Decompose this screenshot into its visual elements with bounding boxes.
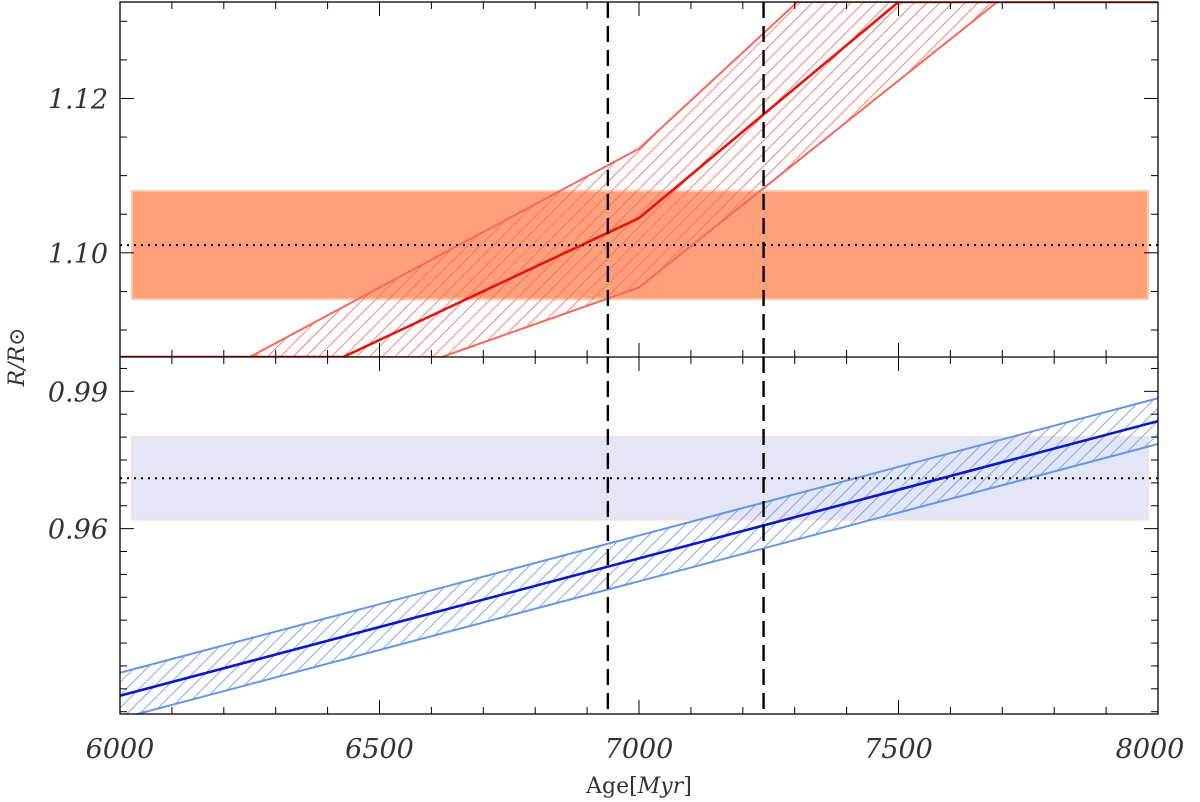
model-band-bottom-lower-edge	[133, 443, 1158, 714]
model-band-top	[120, 2, 1158, 357]
model-line-bottom	[120, 419, 1158, 697]
ticks-top	[120, 2, 1158, 357]
model-band-top-upper-edge	[120, 2, 1158, 357]
xtick-label-8000: 8000	[1116, 734, 1185, 765]
ytick-label-top-1: 1.12	[48, 84, 108, 115]
model-band-bottom	[120, 398, 1158, 714]
xtick-label-6500: 6500	[345, 734, 414, 765]
ytick-label-bottom-2: 0.96	[48, 515, 108, 546]
model-band-bottom-upper-edge	[120, 397, 1158, 674]
x-axis-bracket-close: ]	[683, 774, 692, 799]
xtick-label-7500: 7500	[864, 734, 933, 765]
panel-bottom: 0.99 0.96	[48, 357, 1158, 714]
ytick-label-bottom-1: 0.99	[48, 377, 108, 408]
x-tick-labels: 6000 6500 7000 7500 8000	[86, 734, 1185, 765]
x-axis-label-word: Age	[585, 774, 629, 799]
panel-top: 1.12 1.10	[48, 2, 1158, 357]
x-axis-label-unit: Myr	[637, 774, 685, 799]
model-line-top	[120, 2, 1158, 357]
xtick-label-6000: 6000	[86, 734, 155, 765]
xtick-label-7000: 7000	[605, 734, 674, 765]
ticks-bottom	[120, 357, 1158, 714]
x-axis-label: Age[Myr]	[585, 774, 692, 799]
x-axis-bracket-open: [	[629, 774, 638, 799]
plot-frame	[119, 1, 1159, 715]
model-band-top-lower-edge	[120, 2, 1158, 357]
y-axis-label: R/R⊙	[5, 328, 30, 388]
ytick-label-top-2: 1.10	[48, 239, 108, 270]
